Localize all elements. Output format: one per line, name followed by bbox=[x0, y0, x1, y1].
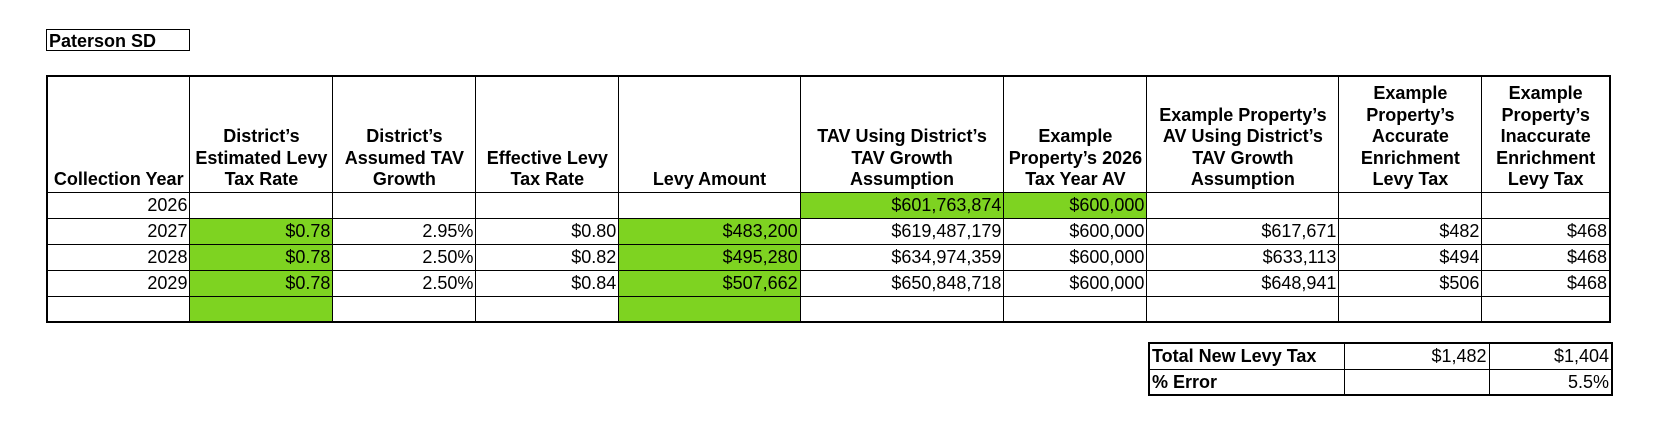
cell-tav[interactable]: $650,848,718 bbox=[799, 269, 1005, 297]
error-accurate[interactable] bbox=[1343, 368, 1490, 396]
blank-cell[interactable] bbox=[189, 295, 334, 323]
cell-inaccurate-tax[interactable]: $468 bbox=[1481, 243, 1611, 271]
blank-cell[interactable] bbox=[1338, 295, 1483, 323]
header-accurate-levy-tax[interactable]: Example Property’s Accurate Enrichment L… bbox=[1338, 75, 1483, 193]
blank-cell[interactable] bbox=[46, 295, 191, 323]
cell-inaccurate-tax[interactable] bbox=[1481, 191, 1611, 219]
blank-row bbox=[46, 295, 1611, 323]
cell-av-2026[interactable]: $600,000 bbox=[1003, 269, 1148, 297]
header-effective-levy-tax-rate[interactable]: Effective Levy Tax Rate bbox=[475, 75, 620, 193]
levy-table: Collection Year District’s Estimated Lev… bbox=[46, 75, 1611, 323]
header-tav-growth-assumption[interactable]: TAV Using District’s TAV Growth Assumpti… bbox=[799, 75, 1005, 193]
cell-rate[interactable]: $0.78 bbox=[189, 269, 334, 297]
total-row: Total New Levy Tax $1,482 $1,404 bbox=[1148, 342, 1613, 370]
blank-cell[interactable] bbox=[618, 295, 801, 323]
total-accurate[interactable]: $1,482 bbox=[1343, 342, 1490, 370]
cell-accurate-tax[interactable] bbox=[1338, 191, 1483, 219]
table-row: 2027 $0.78 2.95% $0.80 $483,200 $619,487… bbox=[46, 217, 1611, 245]
error-row: % Error 5.5% bbox=[1148, 368, 1613, 396]
blank-cell[interactable] bbox=[1146, 295, 1340, 323]
cell-year[interactable]: 2027 bbox=[46, 217, 191, 245]
header-levy-amount[interactable]: Levy Amount bbox=[618, 75, 801, 193]
cell-growth[interactable]: 2.95% bbox=[332, 217, 477, 245]
cell-accurate-tax[interactable]: $506 bbox=[1338, 269, 1483, 297]
header-estimated-levy-tax-rate[interactable]: District’s Estimated Levy Tax Rate bbox=[189, 75, 334, 193]
cell-accurate-tax[interactable]: $494 bbox=[1338, 243, 1483, 271]
blank-cell[interactable] bbox=[799, 295, 1005, 323]
cell-effective-rate[interactable] bbox=[475, 191, 620, 219]
header-property-av-growth[interactable]: Example Property’s AV Using District’s T… bbox=[1146, 75, 1340, 193]
cell-property-av[interactable]: $633,113 bbox=[1146, 243, 1340, 271]
cell-tav[interactable]: $634,974,359 bbox=[799, 243, 1005, 271]
blank-cell[interactable] bbox=[1481, 295, 1611, 323]
cell-property-av[interactable] bbox=[1146, 191, 1340, 219]
cell-growth[interactable]: 2.50% bbox=[332, 269, 477, 297]
cell-rate[interactable]: $0.78 bbox=[189, 243, 334, 271]
cell-inaccurate-tax[interactable]: $468 bbox=[1481, 217, 1611, 245]
total-label[interactable]: Total New Levy Tax bbox=[1148, 342, 1345, 370]
cell-year[interactable]: 2026 bbox=[46, 191, 191, 219]
cell-accurate-tax[interactable]: $482 bbox=[1338, 217, 1483, 245]
cell-levy-amount[interactable]: $507,662 bbox=[618, 269, 801, 297]
cell-levy-amount[interactable]: $495,280 bbox=[618, 243, 801, 271]
cell-av-2026[interactable]: $600,000 bbox=[1003, 243, 1148, 271]
cell-year[interactable]: 2029 bbox=[46, 269, 191, 297]
table-row: 2028 $0.78 2.50% $0.82 $495,280 $634,974… bbox=[46, 243, 1611, 271]
blank-cell[interactable] bbox=[1003, 295, 1148, 323]
blank-cell[interactable] bbox=[475, 295, 620, 323]
cell-property-av[interactable]: $648,941 bbox=[1146, 269, 1340, 297]
cell-inaccurate-tax[interactable]: $468 bbox=[1481, 269, 1611, 297]
error-label[interactable]: % Error bbox=[1148, 368, 1345, 396]
table-row: 2029 $0.78 2.50% $0.84 $507,662 $650,848… bbox=[46, 269, 1611, 297]
header-assumed-tav-growth[interactable]: District’s Assumed TAV Growth bbox=[332, 75, 477, 193]
cell-rate[interactable]: $0.78 bbox=[189, 217, 334, 245]
cell-av-2026[interactable]: $600,000 bbox=[1003, 217, 1148, 245]
total-inaccurate[interactable]: $1,404 bbox=[1488, 342, 1613, 370]
header-collection-year[interactable]: Collection Year bbox=[46, 75, 191, 193]
cell-growth[interactable] bbox=[332, 191, 477, 219]
cell-year[interactable]: 2028 bbox=[46, 243, 191, 271]
error-inaccurate[interactable]: 5.5% bbox=[1488, 368, 1613, 396]
cell-effective-rate[interactable]: $0.80 bbox=[475, 217, 620, 245]
cell-effective-rate[interactable]: $0.82 bbox=[475, 243, 620, 271]
cell-levy-amount[interactable] bbox=[618, 191, 801, 219]
cell-rate[interactable] bbox=[189, 191, 334, 219]
summary-table: Total New Levy Tax $1,482 $1,404 % Error… bbox=[1148, 342, 1613, 396]
cell-tav[interactable]: $619,487,179 bbox=[799, 217, 1005, 245]
header-inaccurate-levy-tax[interactable]: Example Property’s Inaccurate Enrichment… bbox=[1481, 75, 1611, 193]
table-row: 2026 $601,763,874 $600,000 bbox=[46, 191, 1611, 219]
cell-effective-rate[interactable]: $0.84 bbox=[475, 269, 620, 297]
sheet-title: Paterson SD bbox=[46, 29, 190, 51]
cell-property-av[interactable]: $617,671 bbox=[1146, 217, 1340, 245]
cell-av-2026[interactable]: $600,000 bbox=[1003, 191, 1148, 219]
cell-tav[interactable]: $601,763,874 bbox=[799, 191, 1005, 219]
header-2026-tax-year-av[interactable]: Example Property’s 2026 Tax Year AV bbox=[1003, 75, 1148, 193]
cell-growth[interactable]: 2.50% bbox=[332, 243, 477, 271]
blank-cell[interactable] bbox=[332, 295, 477, 323]
header-row: Collection Year District’s Estimated Lev… bbox=[46, 75, 1611, 193]
cell-levy-amount[interactable]: $483,200 bbox=[618, 217, 801, 245]
